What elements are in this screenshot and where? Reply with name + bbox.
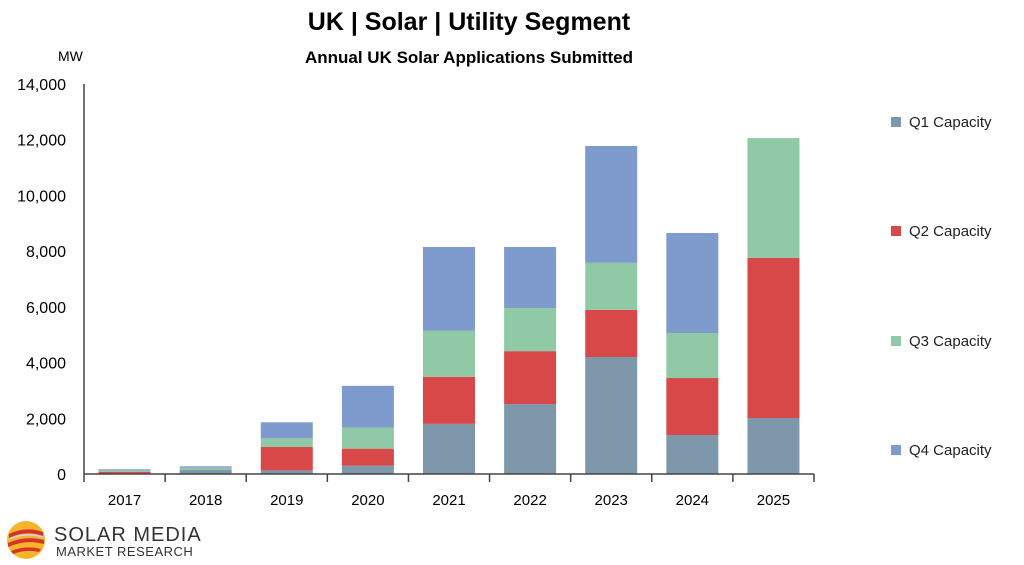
legend-label: Q1 Capacity xyxy=(909,114,992,131)
solar-media-logo-icon xyxy=(7,521,45,559)
bar-segment xyxy=(666,333,719,379)
legend-swatch xyxy=(891,336,901,346)
y-tick-label: 8,000 xyxy=(26,244,66,261)
bar-segment xyxy=(260,470,313,474)
legend-swatch xyxy=(891,226,901,236)
bar-segment xyxy=(504,351,557,405)
y-tick-label: 0 xyxy=(57,467,66,484)
x-tick-label: 2022 xyxy=(513,492,546,509)
bar-segment xyxy=(504,308,557,352)
bar-segment xyxy=(504,404,557,474)
bar-segment xyxy=(260,446,313,471)
bar-segment xyxy=(341,448,394,466)
bar-segment xyxy=(179,467,232,470)
x-tick-label: 2024 xyxy=(676,492,709,509)
legend-swatch xyxy=(891,445,901,455)
logo-text-line2: MARKET RESEARCH xyxy=(56,544,194,559)
y-tick-label: 10,000 xyxy=(17,188,66,205)
bar-segment xyxy=(504,246,557,309)
bar-segment xyxy=(666,233,719,334)
bar-segment xyxy=(98,469,151,471)
bar-segment xyxy=(341,427,394,449)
chart-subtitle: Annual UK Solar Applications Submitted xyxy=(304,48,634,67)
x-tick-label: 2018 xyxy=(189,492,222,509)
bar-segment xyxy=(98,471,151,474)
y-tick-label: 4,000 xyxy=(26,356,66,373)
x-tick-label: 2025 xyxy=(757,492,790,509)
bar-segment xyxy=(423,246,475,331)
bar-segment xyxy=(341,385,394,428)
bar-segment xyxy=(747,418,800,474)
bar-segment xyxy=(585,309,638,357)
y-tick-label: 12,000 xyxy=(17,133,66,150)
logo-text-line1: SOLAR MEDIA xyxy=(54,524,202,546)
bar-segment xyxy=(341,465,394,474)
legend-label: Q4 Capacity xyxy=(909,442,992,459)
bar-segment xyxy=(423,376,475,424)
legend-label: Q3 Capacity xyxy=(909,333,992,350)
chart-title: UK | Solar | Utility Segment xyxy=(307,8,631,36)
bar-segment xyxy=(98,470,151,472)
x-tick-label: 2020 xyxy=(351,492,384,509)
bar-segment xyxy=(585,262,638,310)
bar-segment xyxy=(423,330,475,377)
bar-segment xyxy=(585,357,638,474)
y-tick-label: 2,000 xyxy=(26,411,66,428)
bar-segment xyxy=(747,138,800,258)
y-tick-label: 14,000 xyxy=(17,77,66,94)
x-tick-label: 2021 xyxy=(432,492,465,509)
x-tick-label: 2019 xyxy=(270,492,303,509)
bar-segment xyxy=(747,257,800,419)
bar-segment xyxy=(179,466,232,468)
bar-segment xyxy=(260,438,313,447)
bar-segment xyxy=(666,435,719,474)
bar-segment xyxy=(423,423,475,474)
bar-segment xyxy=(179,469,232,474)
legend-label: Q2 Capacity xyxy=(909,223,992,240)
bar-segment xyxy=(585,145,638,263)
legend-swatch xyxy=(891,117,901,127)
y-tick-label: 6,000 xyxy=(26,300,66,317)
y-axis-label: MW xyxy=(58,48,83,64)
bar-segment xyxy=(260,422,313,439)
bar-segment xyxy=(666,378,719,435)
x-tick-label: 2017 xyxy=(108,492,141,509)
x-tick-label: 2023 xyxy=(595,492,628,509)
